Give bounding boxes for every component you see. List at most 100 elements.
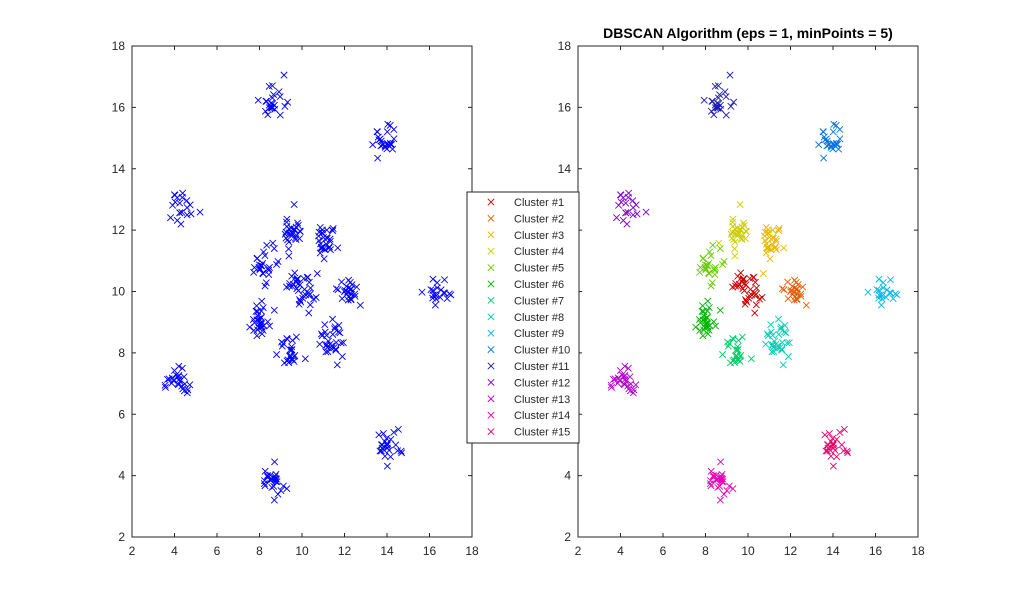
right-data-point-cluster-9 xyxy=(875,275,883,283)
right-data-point-cluster-5 xyxy=(707,252,715,260)
right-data-point-cluster-15 xyxy=(829,444,837,452)
right-data-point-cluster-3 xyxy=(780,244,788,252)
legend-label-cluster-8: Cluster #8 xyxy=(514,312,564,324)
cluster-legend[interactable]: Cluster #1 Cluster #2 Cluster #3 Cluster #4… xyxy=(466,191,580,444)
legend-item-cluster-2[interactable]: Cluster #2 xyxy=(487,213,564,225)
right-data-point-cluster-9 xyxy=(877,291,885,299)
left-data-point xyxy=(176,199,184,207)
right-data-point-cluster-1 xyxy=(751,309,759,317)
left-data-point xyxy=(323,341,331,349)
left-data-point xyxy=(167,214,175,222)
right-x-tick-label: 4 xyxy=(617,544,624,558)
right-data-point-cluster-9 xyxy=(873,286,881,294)
left-data-point xyxy=(290,357,298,365)
left-data-point xyxy=(390,428,398,436)
left-data-point xyxy=(316,249,324,257)
left-data-point xyxy=(165,375,173,383)
legend-item-cluster-6[interactable]: Cluster #6 xyxy=(487,279,564,291)
left-data-point xyxy=(387,453,395,461)
legend-item-cluster-12[interactable]: Cluster #12 xyxy=(487,377,570,389)
legend-label-cluster-13: Cluster #13 xyxy=(514,394,570,406)
right-data-point-cluster-8 xyxy=(782,329,790,337)
right-data-point-cluster-12 xyxy=(632,201,640,209)
right-data-point-cluster-6 xyxy=(710,318,718,326)
legend-item-cluster-13[interactable]: Cluster #13 xyxy=(487,394,570,406)
right-data-point-cluster-11 xyxy=(726,71,734,79)
left-data-point xyxy=(305,278,313,286)
right-data-point-cluster-10 xyxy=(829,128,837,136)
left-data-point xyxy=(377,447,385,455)
right-data-point-cluster-14 xyxy=(706,480,714,488)
right-data-point-cluster-5 xyxy=(707,282,715,290)
left-data-point xyxy=(257,262,265,270)
left-data-point xyxy=(301,355,309,363)
right-data-point-cluster-5 xyxy=(709,241,717,249)
left-data-point xyxy=(282,228,290,236)
left-y-tick-label: 18 xyxy=(112,39,126,53)
right-data-point-cluster-1 xyxy=(751,278,759,286)
left-data-point xyxy=(429,275,437,283)
legend-marker-cluster-1 xyxy=(487,198,495,206)
left-data-point xyxy=(375,136,383,144)
right-data-point-cluster-6 xyxy=(716,306,724,314)
right-data-point-cluster-8 xyxy=(775,330,783,338)
left-data-point xyxy=(169,376,177,384)
legend-item-cluster-3[interactable]: Cluster #3 xyxy=(487,230,564,242)
legend-item-cluster-5[interactable]: Cluster #5 xyxy=(487,263,564,275)
left-data-point xyxy=(183,211,191,219)
left-data-point xyxy=(329,315,337,323)
legend-item-cluster-15[interactable]: Cluster #15 xyxy=(487,427,570,439)
right-data-point-cluster-4 xyxy=(731,252,739,260)
left-data-point xyxy=(294,219,302,227)
legend-label-cluster-9: Cluster #9 xyxy=(514,328,564,340)
left-axis-ticks: 2 4 6 8 10 12 14 16 18 2 4 6 8 10 12 14 16 18 xyxy=(112,39,479,558)
right-data-point-cluster-1 xyxy=(746,275,754,283)
right-data-point-cluster-11 xyxy=(727,102,735,110)
left-data-point xyxy=(329,330,337,338)
left-data-point xyxy=(273,478,281,486)
legend-item-cluster-7[interactable]: Cluster #7 xyxy=(487,295,564,307)
left-data-point xyxy=(440,276,449,284)
legend-item-cluster-11[interactable]: Cluster #11 xyxy=(487,361,570,373)
left-data-point xyxy=(321,246,329,254)
legend-marker-cluster-11 xyxy=(487,362,495,370)
legend-item-cluster-4[interactable]: Cluster #4 xyxy=(487,246,564,258)
right-data-point-cluster-10 xyxy=(835,145,843,153)
left-y-tick-label: 14 xyxy=(112,162,126,176)
left-data-point xyxy=(376,447,384,455)
left-data-point xyxy=(171,198,179,206)
right-data-point-cluster-8 xyxy=(779,361,787,369)
left-data-point xyxy=(276,111,284,119)
left-data-point xyxy=(261,467,269,475)
right-data-point-cluster-2 xyxy=(786,288,795,296)
left-data-point xyxy=(263,473,271,481)
right-x-tick-label: 8 xyxy=(702,544,709,558)
legend-item-cluster-9[interactable]: Cluster #9 xyxy=(487,328,564,340)
right-data-point-cluster-14 xyxy=(707,482,715,490)
right-data-point-cluster-9 xyxy=(893,291,901,299)
legend-item-cluster-8[interactable]: Cluster #8 xyxy=(487,312,564,324)
left-data-point xyxy=(431,291,439,299)
right-data-point-cluster-5 xyxy=(699,255,707,263)
right-data-point-cluster-14 xyxy=(719,478,727,486)
right-data-point-cluster-9 xyxy=(886,276,895,284)
left-x-tick-label: 6 xyxy=(214,544,221,558)
right-data-point-cluster-10 xyxy=(827,142,835,150)
right-data-point-cluster-3 xyxy=(769,226,777,234)
legend-item-cluster-10[interactable]: Cluster #10 xyxy=(487,345,570,357)
right-data-point-cluster-14 xyxy=(725,482,733,490)
left-data-point xyxy=(270,306,278,314)
left-data-point xyxy=(334,244,342,252)
left-x-tick-label: 10 xyxy=(295,544,309,558)
legend-item-cluster-14[interactable]: Cluster #14 xyxy=(487,410,570,422)
left-data-point xyxy=(331,323,339,331)
legend-marker-cluster-7 xyxy=(487,296,495,304)
left-data-point xyxy=(356,301,364,309)
right-data-point-cluster-4 xyxy=(729,218,737,226)
left-data-point xyxy=(433,279,441,287)
legend-item-cluster-1[interactable]: Cluster #1 xyxy=(487,197,564,209)
right-data-point-cluster-4 xyxy=(729,215,737,223)
left-data-point xyxy=(274,490,282,498)
right-x-tick-label: 10 xyxy=(741,544,755,558)
left-data-point xyxy=(318,243,326,251)
